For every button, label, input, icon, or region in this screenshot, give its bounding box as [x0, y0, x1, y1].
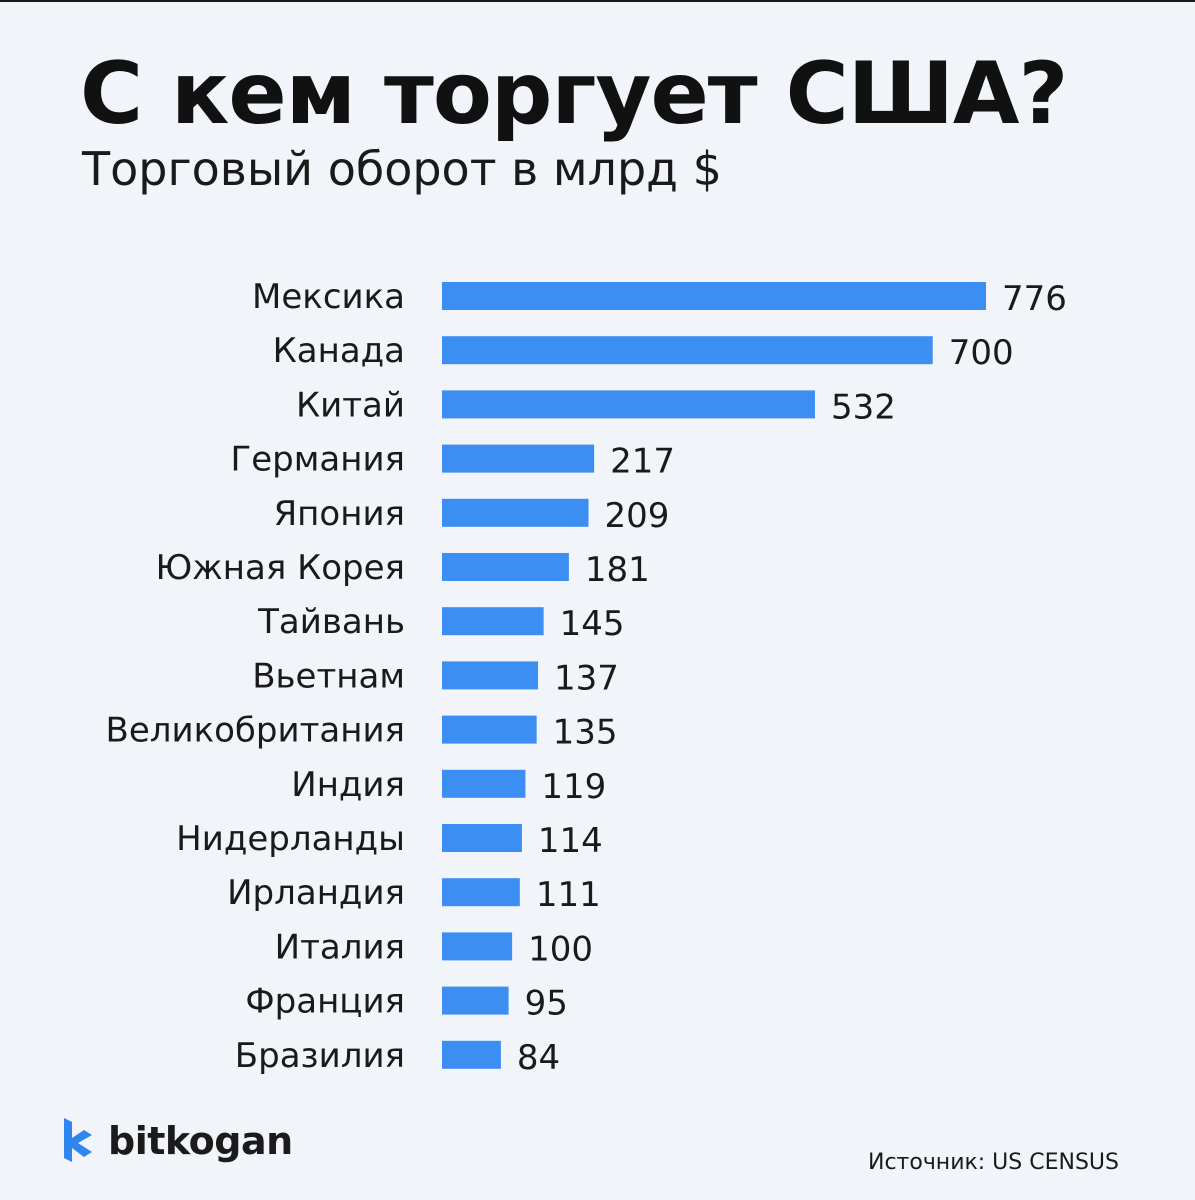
bar [442, 661, 539, 690]
data-label: 95 [525, 984, 568, 1024]
category-label: Италия [275, 927, 405, 967]
bar [442, 282, 986, 310]
bar [442, 444, 595, 473]
data-label: 100 [528, 929, 593, 969]
data-label: 532 [831, 387, 896, 427]
bar [442, 336, 933, 365]
category-label: Нидерланды [176, 819, 405, 859]
data-label: 114 [538, 821, 603, 861]
bitkogan-logo-icon [64, 1118, 92, 1162]
bar [442, 986, 509, 1015]
bar [442, 932, 513, 961]
category-label: Великобритания [106, 711, 405, 751]
top-border [0, 0, 1195, 2]
data-label: 776 [1002, 279, 1067, 319]
data-label: 217 [610, 442, 675, 482]
bar [442, 498, 589, 527]
data-label: 137 [554, 658, 619, 698]
data-label: 135 [553, 713, 618, 753]
bar [442, 553, 569, 581]
category-label: Ирландия [227, 873, 405, 913]
category-label: Тайвань [257, 602, 405, 642]
source-note: Источник: US CENSUS [867, 1150, 1119, 1175]
category-label: Франция [245, 982, 405, 1022]
chart-title: С кем торгует США? [80, 44, 1068, 144]
bar [442, 824, 522, 852]
bar [442, 769, 526, 798]
category-label: Германия [231, 440, 406, 480]
category-label: Япония [274, 494, 405, 534]
bar [442, 878, 520, 907]
bar [442, 607, 544, 636]
chart-subtitle: Торговый оборот в млрд $ [82, 142, 722, 196]
bar [442, 1040, 501, 1069]
bar [442, 390, 815, 419]
category-label: Канада [273, 331, 405, 371]
category-label: Мексика [252, 277, 405, 317]
data-label: 181 [585, 550, 650, 590]
data-label: 145 [560, 604, 625, 644]
brand-logo: bitkogan [60, 1116, 293, 1166]
data-label: 700 [949, 333, 1014, 373]
bar-chart: Мексика 776 Канада 700 Китай 532 Германия 217 Яп… [106, 277, 1067, 1078]
category-label: Индия [291, 765, 405, 805]
category-label: Бразилия [235, 1036, 405, 1076]
data-label: 84 [517, 1038, 560, 1078]
brand-name: bitkogan [108, 1119, 293, 1163]
data-label: 209 [605, 496, 670, 536]
category-label: Китай [296, 385, 405, 425]
category-label: Южная Корея [155, 548, 405, 588]
category-label: Вьетнам [252, 656, 405, 696]
bar [442, 715, 537, 744]
data-label: 111 [536, 875, 601, 915]
data-label: 119 [541, 767, 606, 807]
